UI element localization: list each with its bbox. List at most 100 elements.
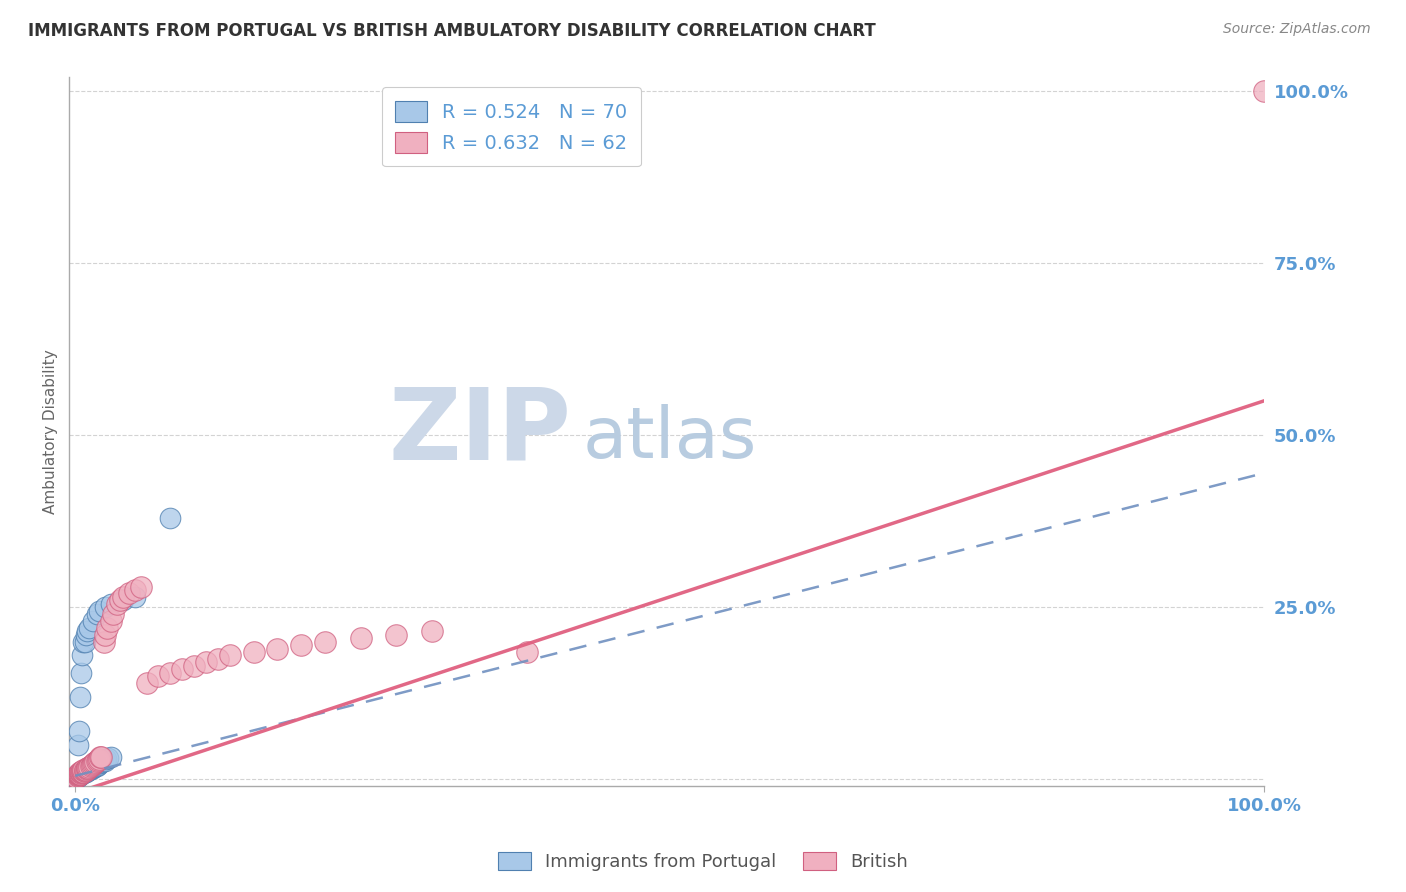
Point	[159, 665, 181, 680]
Point	[207, 652, 229, 666]
Point	[94, 628, 117, 642]
Point	[90, 755, 112, 769]
Point	[183, 658, 205, 673]
Point	[516, 645, 538, 659]
Point	[66, 769, 89, 783]
Point	[87, 753, 110, 767]
Point	[76, 764, 98, 778]
Point	[65, 770, 87, 784]
Point	[69, 767, 91, 781]
Point	[73, 764, 96, 778]
Point	[87, 604, 110, 618]
Point	[77, 762, 100, 776]
Point	[75, 628, 97, 642]
Point	[67, 767, 90, 781]
Point	[79, 763, 101, 777]
Point	[72, 634, 94, 648]
Point	[73, 764, 96, 778]
Point	[67, 767, 90, 781]
Point	[73, 765, 96, 780]
Point	[72, 766, 94, 780]
Point	[75, 764, 97, 778]
Point	[79, 762, 101, 776]
Point	[79, 621, 101, 635]
Point	[69, 766, 91, 780]
Point	[89, 750, 111, 764]
Point	[111, 593, 134, 607]
Point	[72, 765, 94, 780]
Point	[218, 648, 240, 663]
Point	[94, 600, 117, 615]
Point	[70, 766, 93, 780]
Point	[111, 590, 134, 604]
Point	[79, 760, 101, 774]
Point	[67, 768, 90, 782]
Point	[69, 765, 91, 780]
Point	[80, 761, 103, 775]
Point	[77, 764, 100, 778]
Point	[90, 749, 112, 764]
Point	[69, 767, 91, 781]
Point	[86, 607, 108, 621]
Point	[70, 766, 93, 780]
Legend: Immigrants from Portugal, British: Immigrants from Portugal, British	[491, 845, 915, 879]
Point	[72, 765, 94, 780]
Point	[69, 690, 91, 704]
Point	[91, 755, 114, 769]
Point	[66, 768, 89, 782]
Point	[87, 751, 110, 765]
Point	[385, 628, 408, 642]
Point	[75, 764, 97, 778]
Point	[242, 645, 264, 659]
Point	[314, 634, 336, 648]
Point	[79, 758, 101, 772]
Point	[100, 597, 122, 611]
Point	[76, 624, 98, 639]
Point	[67, 769, 90, 783]
Point	[100, 614, 122, 628]
Point	[67, 766, 90, 780]
Point	[77, 761, 100, 775]
Point	[72, 764, 94, 779]
Point	[349, 631, 371, 645]
Point	[79, 760, 101, 774]
Point	[83, 760, 105, 774]
Point	[72, 765, 94, 780]
Point	[69, 766, 91, 780]
Point	[66, 768, 89, 782]
Point	[66, 767, 89, 781]
Text: IMMIGRANTS FROM PORTUGAL VS BRITISH AMBULATORY DISABILITY CORRELATION CHART: IMMIGRANTS FROM PORTUGAL VS BRITISH AMBU…	[28, 22, 876, 40]
Point	[124, 582, 146, 597]
Point	[266, 641, 288, 656]
Text: ZIP: ZIP	[388, 384, 571, 480]
Point	[148, 669, 170, 683]
Point	[67, 766, 90, 780]
Point	[80, 757, 103, 772]
Point	[66, 769, 89, 783]
Point	[86, 757, 108, 772]
Point	[69, 768, 91, 782]
Point	[67, 768, 90, 782]
Point	[103, 607, 125, 621]
Point	[70, 766, 93, 780]
Point	[72, 764, 94, 778]
Point	[72, 648, 94, 663]
Point	[82, 760, 104, 774]
Text: atlas: atlas	[583, 404, 758, 474]
Point	[76, 760, 98, 774]
Point	[159, 510, 181, 524]
Point	[84, 758, 107, 772]
Point	[83, 756, 105, 770]
Point	[124, 590, 146, 604]
Point	[110, 593, 132, 607]
Point	[100, 749, 122, 764]
Point	[73, 634, 96, 648]
Y-axis label: Ambulatory Disability: Ambulatory Disability	[44, 350, 58, 514]
Point	[129, 580, 152, 594]
Point	[66, 770, 89, 784]
Point	[73, 763, 96, 777]
Point	[72, 764, 94, 778]
Point	[172, 662, 194, 676]
Point	[76, 763, 98, 777]
Point	[75, 764, 97, 779]
